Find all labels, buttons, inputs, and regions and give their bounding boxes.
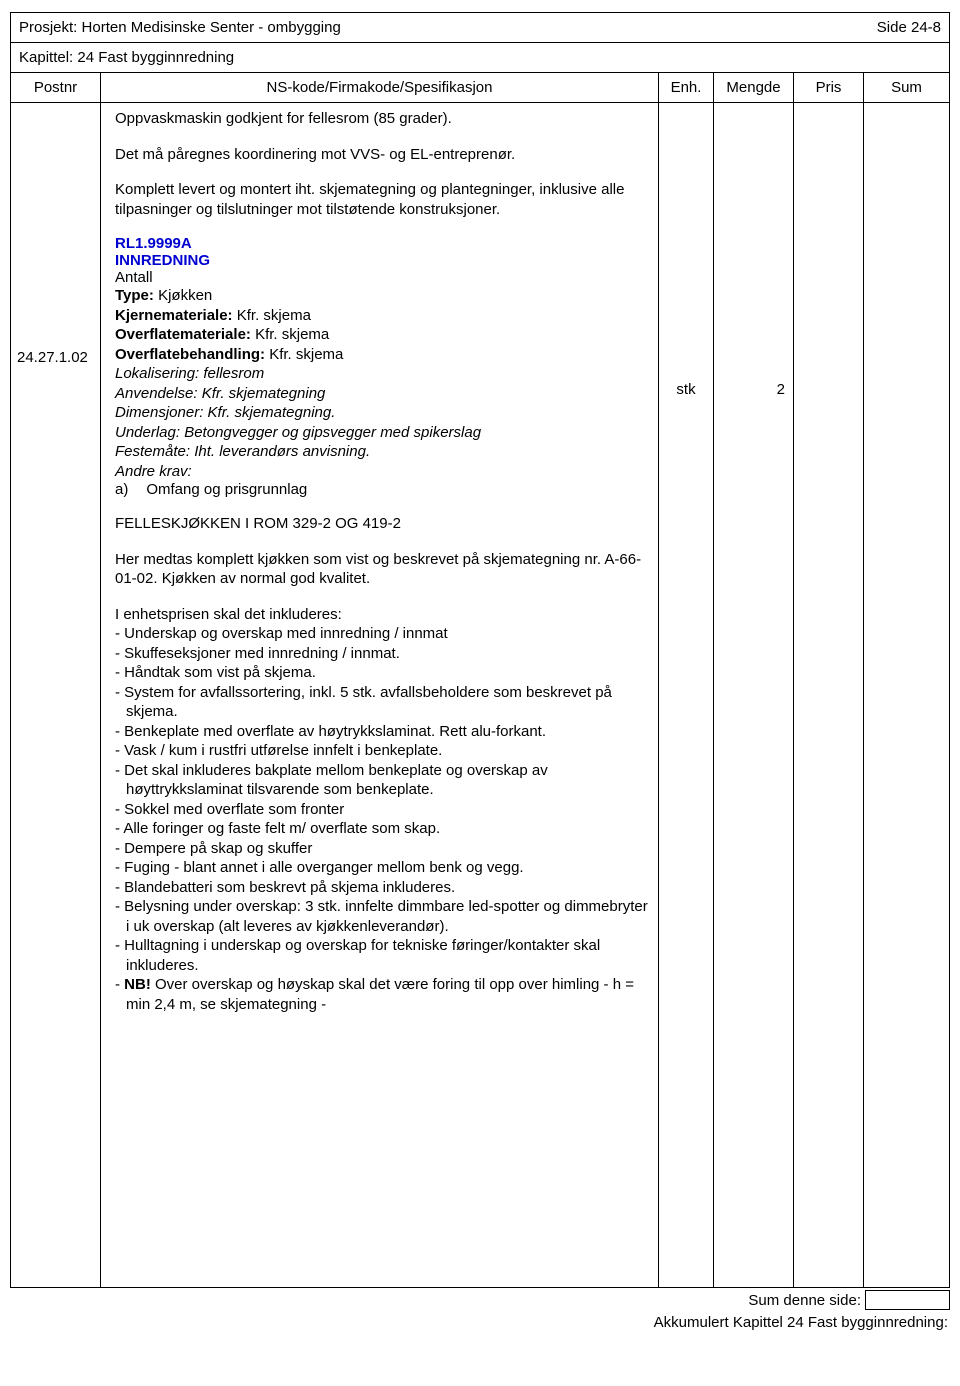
bullet-15: - NB! Over overskap og høyskap skal det … (115, 975, 648, 1014)
type-value: Kjøkken (154, 287, 212, 304)
bullet-6: - Vask / kum i rustfri utførelse innfelt… (115, 741, 648, 761)
footer-sum-line: Sum denne side: (10, 1290, 950, 1310)
col-header-spec: NS-kode/Firmakode/Spesifikasjon (101, 73, 659, 102)
intro-p1: Oppvaskmaskin godkjent for fellesrom (85… (115, 109, 648, 129)
anv-label: Anvendelse: (115, 385, 198, 402)
body-pris (794, 103, 864, 1287)
intro-p3: Komplett levert og montert iht. skjemate… (115, 180, 648, 219)
bullet-4: - System for avfallssortering, inkl. 5 s… (115, 683, 648, 722)
item-block: RL1.9999A INNREDNING Antall Type: Kjøkke… (115, 235, 648, 1014)
dim-line: Dimensjoner: Kfr. skjemategning. (115, 403, 648, 423)
footer: Sum denne side: Akkumulert Kapittel 24 F… (10, 1290, 950, 1331)
overflatebeh-value: Kfr. skjema (265, 346, 343, 363)
bullet-10: - Dempere på skap og skuffer (115, 839, 648, 859)
her-text: Her medtas komplett kjøkken som vist og … (115, 550, 648, 589)
a-letter: a) (115, 481, 128, 498)
a-item: a) Omfang og prisgrunnlag (115, 481, 648, 498)
dim-label: Dimensjoner: (115, 404, 203, 421)
item-code: RL1.9999A (115, 235, 648, 252)
feste-value: Iht. leverandørs anvisning. (190, 443, 370, 460)
feste-line: Festemåte: Iht. leverandørs anvisning. (115, 442, 648, 462)
body-postnr: 24.27.1.02 (11, 103, 101, 1287)
lokal-label: Lokalisering: (115, 365, 199, 382)
item-title: INNREDNING (115, 252, 648, 269)
bullet-1: - Underskap og overskap med innredning /… (115, 624, 648, 644)
col-header-pris: Pris (794, 73, 864, 102)
andre-label: Andre krav: (115, 462, 648, 482)
bullet-9: - Alle foringer og faste felt m/ overfla… (115, 819, 648, 839)
type-label: Type: (115, 287, 154, 304)
under-label: Underlag: (115, 424, 180, 441)
bullet-3: - Håndtak som vist på skjema. (115, 663, 648, 683)
col-header-sum: Sum (864, 73, 949, 102)
page-number: Side 24-8 (877, 19, 941, 36)
under-value: Betongvegger og gipsvegger med spikersla… (180, 424, 481, 441)
table-header: Postnr NS-kode/Firmakode/Spesifikasjon E… (10, 73, 950, 103)
body-sum (864, 103, 949, 1287)
feste-label: Festemåte: (115, 443, 190, 460)
footer-sumside-label: Sum denne side: (748, 1292, 865, 1309)
bullet-14: - Hulltagning i underskap og overskap fo… (115, 936, 648, 975)
body-spec: Oppvaskmaskin godkjent for fellesrom (85… (101, 103, 659, 1287)
b15-nb: NB! (124, 976, 151, 993)
table-body: 24.27.1.02 Oppvaskmaskin godkjent for fe… (10, 103, 950, 1288)
project-title: Prosjekt: Horten Medisinske Senter - omb… (19, 19, 341, 36)
overflatebeh-label: Overflatebehandling: (115, 346, 265, 363)
a-text: Omfang og prisgrunnlag (146, 481, 307, 498)
dim-value: Kfr. skjemategning. (203, 404, 335, 421)
b15-post: Over overskap og høyskap skal det være f… (126, 976, 634, 1013)
header-box: Prosjekt: Horten Medisinske Senter - omb… (10, 12, 950, 73)
under-line: Underlag: Betongvegger og gipsvegger med… (115, 423, 648, 443)
col-header-postnr: Postnr (11, 73, 101, 102)
intro-p2: Det må påregnes koordinering mot VVS- og… (115, 145, 648, 165)
lokal-value: fellesrom (199, 365, 264, 382)
overflatebeh-line: Overflatebehandling: Kfr. skjema (115, 345, 648, 365)
overflate-value: Kfr. skjema (251, 326, 329, 343)
antall-label: Antall (115, 269, 648, 286)
bullet-12: - Blandebatteri som beskrevt på skjema i… (115, 878, 648, 898)
overflate-line: Overflatemateriale: Kfr. skjema (115, 325, 648, 345)
bullet-2: - Skuffeseksjoner med innredning / innma… (115, 644, 648, 664)
bullet-5: - Benkeplate med overflate av høytrykksl… (115, 722, 648, 742)
lokal-line: Lokalisering: fellesrom (115, 364, 648, 384)
header-top: Prosjekt: Horten Medisinske Senter - omb… (11, 13, 949, 43)
anv-value: Kfr. skjemategning (198, 385, 326, 402)
footer-akk-label: Akkumulert Kapittel 24 Fast bygginnredni… (10, 1314, 950, 1331)
col-header-mengde: Mengde (714, 73, 794, 102)
bullet-8: - Sokkel med overflate som fronter (115, 800, 648, 820)
postnr-value: 24.27.1.02 (17, 349, 94, 366)
page: Prosjekt: Horten Medisinske Senter - omb… (0, 0, 960, 1343)
bullet-13: - Belysning under overskap: 3 stk. innfe… (115, 897, 648, 936)
enh-value: stk (663, 381, 709, 398)
footer-sum-box (865, 1290, 950, 1310)
enhetspris-intro: I enhetsprisen skal det inkluderes: (115, 605, 648, 625)
bullet-11: - Fuging - blant annet i alle overganger… (115, 858, 648, 878)
b15-pre: - (115, 976, 124, 993)
overflate-label: Overflatemateriale: (115, 326, 251, 343)
felles-heading: FELLESKJØKKEN I ROM 329-2 OG 419-2 (115, 514, 648, 534)
kjerne-label: Kjernemateriale: (115, 307, 233, 324)
anv-line: Anvendelse: Kfr. skjemategning (115, 384, 648, 404)
mengde-value: 2 (722, 381, 785, 398)
kjerne-line: Kjernemateriale: Kfr. skjema (115, 306, 648, 326)
body-enh: stk (659, 103, 714, 1287)
bullet-7: - Det skal inkluderes bakplate mellom be… (115, 761, 648, 800)
chapter-title: Kapittel: 24 Fast bygginnredning (11, 43, 949, 72)
col-header-enh: Enh. (659, 73, 714, 102)
kjerne-value: Kfr. skjema (233, 307, 311, 324)
body-mengde: 2 (714, 103, 794, 1287)
type-line: Type: Kjøkken (115, 286, 648, 306)
